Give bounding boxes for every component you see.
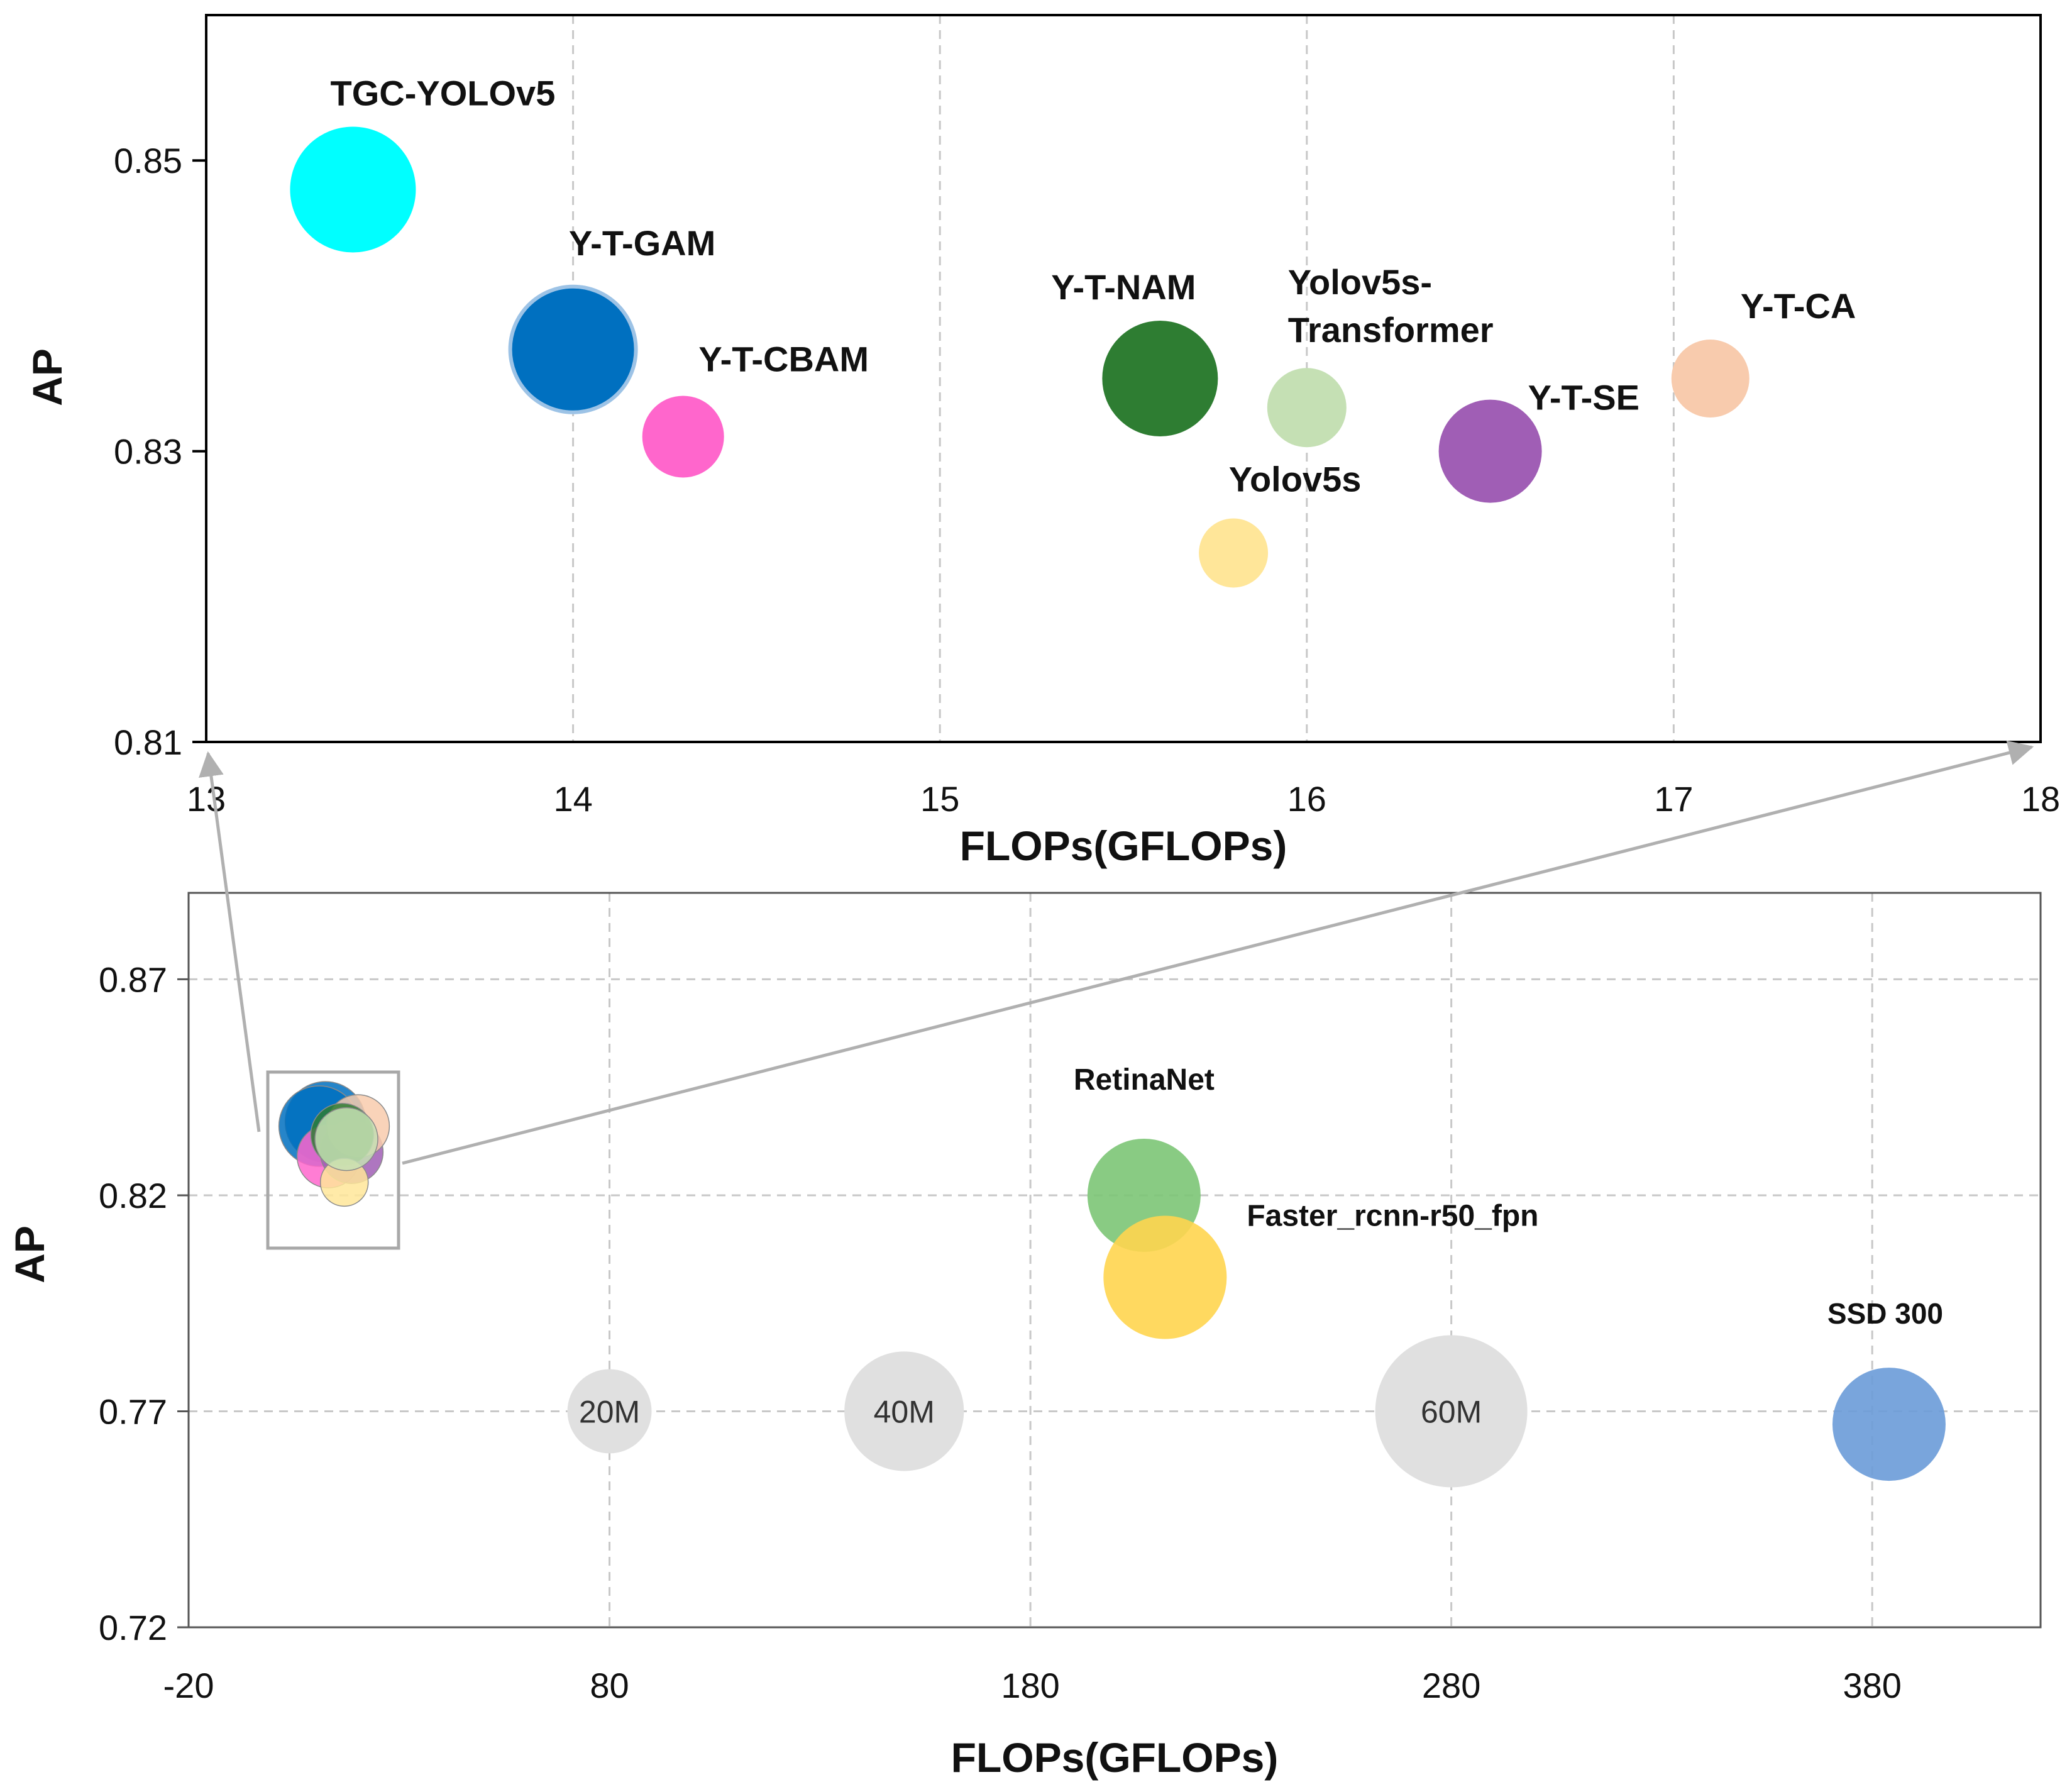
label-line: Y-T-NAM — [1051, 267, 1196, 307]
top-x-tick-labels: 13 14 15 16 17 18 — [187, 779, 2060, 819]
top-plot-frame — [205, 14, 2042, 743]
bottom-x-axis-title: FLOPs(GFLOPs) — [951, 1734, 1279, 1781]
bubble-tgc-yolov5 — [290, 126, 416, 253]
bottom-y-tick-labels: 0.72 0.77 0.82 0.87 — [99, 960, 189, 1647]
label-y-t-se: Y-T-SE — [1528, 378, 1639, 418]
bubble-y-t-se — [1438, 399, 1542, 503]
bubble-y-t-cbam — [642, 396, 724, 478]
bottom-x-tick-label: 380 — [1843, 1666, 1901, 1705]
size-reference-bubble-20m — [567, 1369, 652, 1454]
zoom-arrow-left — [199, 751, 261, 1132]
label-yolov5s: Yolov5s — [1229, 459, 1362, 499]
label-tgc-yolov5: TGC-YOLOv5 — [331, 73, 556, 113]
top-x-axis-title: FLOPs(GFLOPs) — [960, 822, 1287, 869]
bottom-y-axis-title: AP — [6, 1225, 53, 1283]
label-yolov5s-transformer: Yolov5s- Transformer — [1288, 262, 1494, 350]
label-faster-rcnn-r50-fpn: Faster_rcnn-r50_fpn — [1247, 1199, 1538, 1232]
bottom-x-tick-label: 280 — [1422, 1666, 1480, 1705]
top-y-tick-label: 0.83 — [114, 432, 182, 472]
bottom-x-tick-label: -20 — [163, 1666, 214, 1705]
bottom-y-tick-label: 0.77 — [99, 1391, 167, 1431]
label-ssd-300: SSD 300 — [1827, 1297, 1943, 1330]
size-reference-bubbles: 20M 40M 60M — [567, 1335, 1528, 1488]
label-y-t-cbam: Y-T-CBAM — [698, 339, 869, 379]
top-x-tick-label: 17 — [1654, 779, 1693, 819]
label-y-t-ca: Y-T-CA — [1741, 286, 1856, 326]
bottom-y-tick-label: 0.72 — [99, 1608, 167, 1647]
bubble-y-t-nam — [1102, 321, 1218, 436]
bubble-faster-rcnn-r50-fpn — [1103, 1215, 1227, 1339]
bottom-x-tick-label: 80 — [590, 1666, 629, 1705]
label-line: Yolov5s — [1229, 459, 1362, 499]
top-y-axis-title: AP — [24, 348, 70, 406]
top-x-tick-label: 14 — [553, 779, 592, 819]
label-line: Y-T-CBAM — [698, 339, 869, 379]
size-reference-bubble-60m — [1375, 1335, 1528, 1488]
bottom-plot-frame — [187, 892, 2042, 1629]
label-line: Yolov5s- — [1288, 262, 1432, 302]
label-line: Y-T-GAM — [569, 223, 715, 263]
size-reference-label: 60M — [1421, 1394, 1482, 1429]
top-y-tick-label: 0.81 — [114, 722, 182, 762]
bubble-yolov5s — [1199, 518, 1269, 588]
top-y-tick-label: 0.85 — [114, 141, 182, 180]
zoom-arrow-right — [402, 740, 2034, 1165]
bottom-grid — [189, 893, 2041, 1627]
top-chart: TGC-YOLOv5 Y-T-GAM Y-T-CBAM Y-T-NAM Yolov5s-… — [24, 14, 2060, 869]
bottom-chart: 20M 40M 60M RetinaNet Faster_rcnn-r50_fpn SS… — [6, 892, 2042, 1781]
label-y-t-nam: Y-T-NAM — [1051, 267, 1196, 307]
bubble-yolov5s-transformer — [1267, 368, 1347, 448]
size-reference-bubble-40m — [844, 1351, 964, 1471]
label-line: Y-T-CA — [1741, 286, 1856, 326]
bubble-ssd-300 — [1832, 1368, 1946, 1481]
zoom-region-box — [266, 1070, 400, 1250]
label-retinanet: RetinaNet — [1074, 1063, 1215, 1097]
bottom-x-tick-label: 180 — [1001, 1666, 1059, 1705]
top-x-tick-label: 18 — [2021, 779, 2060, 819]
label-y-t-gam: Y-T-GAM — [569, 223, 715, 263]
bottom-y-tick-label: 0.82 — [99, 1176, 167, 1215]
top-point-labels: TGC-YOLOv5 Y-T-GAM Y-T-CBAM Y-T-NAM Yolov5s-… — [331, 73, 1856, 499]
zoom-cluster-bubbles — [278, 1081, 390, 1207]
label-line: Transformer — [1288, 310, 1494, 350]
bottom-x-tick-labels: -20 80 180 280 380 — [163, 1666, 1902, 1705]
top-x-tick-label: 13 — [187, 779, 226, 819]
bubble-y-t-gam — [508, 284, 638, 414]
top-bubbles — [290, 126, 1750, 588]
top-x-tick-label: 16 — [1287, 779, 1326, 819]
size-reference-label: 40M — [874, 1394, 935, 1429]
top-y-tick-labels: 0.81 0.83 0.85 — [114, 141, 206, 762]
label-line: TGC-YOLOv5 — [331, 73, 556, 113]
size-reference-label: 20M — [579, 1394, 640, 1429]
bottom-point-labels: RetinaNet Faster_rcnn-r50_fpn SSD 300 — [1074, 1063, 1943, 1330]
bubble-y-t-ca — [1671, 340, 1750, 418]
cluster-bubble-yolov5s-transformer — [314, 1107, 378, 1171]
bottom-bubbles — [1087, 1138, 1946, 1481]
label-line: Y-T-SE — [1528, 378, 1639, 418]
bottom-y-tick-label: 0.87 — [99, 960, 167, 999]
top-x-tick-label: 15 — [920, 779, 959, 819]
